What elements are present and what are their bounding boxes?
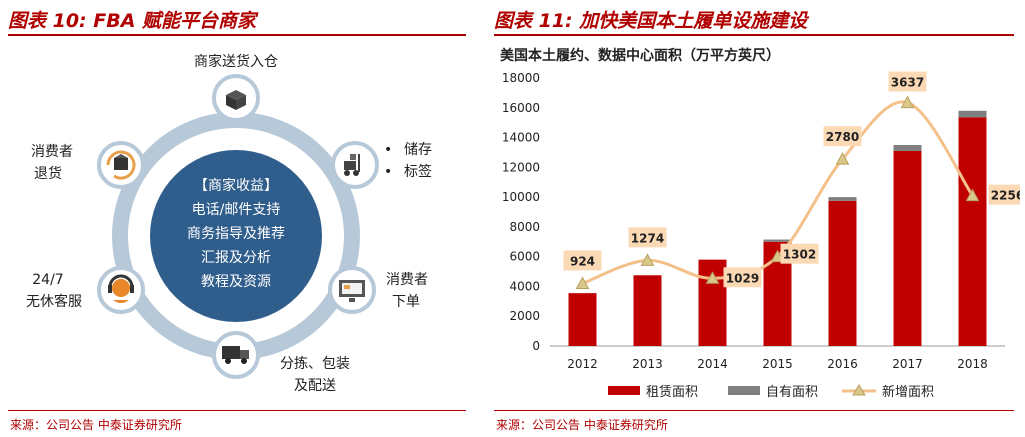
line-marker [575, 276, 590, 289]
bar-owned [828, 197, 857, 201]
label-storage-2: 标签 [404, 163, 432, 180]
node-storage [331, 141, 379, 189]
left-title-rule [8, 34, 466, 36]
data-label-bg [628, 227, 667, 248]
truck-icon [222, 346, 249, 364]
center-line-5: 教程及资源 [201, 274, 271, 290]
label-order-2: 下单 [392, 294, 420, 310]
line-marker [705, 271, 720, 284]
label-storage-1: 储存 [404, 142, 432, 158]
bar-rent [893, 150, 922, 346]
forklift-icon [344, 154, 360, 176]
chart-title: 美国本土履约、数据中心面积（万平方英尺） [500, 47, 780, 64]
y-tick-label: 18000 [502, 71, 540, 85]
bar-rent [828, 200, 857, 346]
right-source-rule [494, 410, 1014, 411]
center-line-1: 【商家收益】 [194, 177, 278, 194]
y-tick-label: 8000 [509, 220, 540, 234]
data-label: 1274 [631, 231, 664, 245]
x-tick-label: 2018 [957, 357, 988, 371]
line-marker [965, 188, 980, 202]
x-tick-label: 2014 [697, 357, 728, 371]
data-label-bg [888, 71, 927, 92]
storage-bullet-1: • [384, 142, 392, 158]
data-label: 924 [570, 254, 595, 268]
data-label-bg [823, 126, 862, 147]
label-service-1: 24/7 [32, 272, 63, 288]
center-line-3: 商务指导及推荐 [187, 226, 285, 242]
legend-label-owned: 自有面积 [766, 385, 818, 400]
node-pack [212, 331, 260, 379]
right-panel-title: 图表 11: 加快美国本土履单设施建设 [494, 10, 808, 32]
label-return-1: 消费者 [31, 144, 73, 160]
y-tick-label: 6000 [509, 250, 540, 264]
data-label: 1302 [783, 248, 816, 262]
data-label: 1029 [726, 271, 759, 285]
line-marker [640, 253, 655, 266]
x-tick-label: 2013 [632, 357, 663, 371]
bar-rent [958, 117, 987, 346]
node-stock-in [212, 74, 260, 122]
legend-label-rent: 租赁面积 [646, 385, 698, 400]
label-order-1: 消费者 [386, 272, 428, 288]
left-source-rule [8, 410, 466, 411]
y-tick-label: 16000 [502, 101, 540, 115]
storage-bullet-2: • [384, 164, 392, 180]
center-circle [150, 150, 322, 322]
line-marker [835, 152, 850, 165]
label-pack-2: 及配送 [294, 378, 336, 394]
data-label: 3637 [891, 76, 924, 90]
legend-swatch-marker [852, 384, 866, 396]
x-tick-label: 2017 [892, 357, 923, 371]
left-source: 来源：公司公告 中泰证券研究所 [10, 418, 182, 432]
legend-swatch-rent [608, 386, 640, 395]
bar-rent [633, 275, 662, 346]
y-tick-label: 12000 [502, 160, 540, 174]
data-label-bg [988, 184, 1020, 205]
area-chart: 美国本土履约、数据中心面积（万平方英尺） 0 2000 4000 6000 8000 100… [500, 47, 1020, 400]
x-tick-label: 2016 [827, 357, 858, 371]
return-box-icon [106, 150, 136, 180]
center-line-2: 电话/邮件支持 [192, 202, 281, 218]
fba-cycle-diagram: 【商家收益】 电话/邮件支持 商务指导及推荐 汇报及分析 教程及资源 商家送货入… [26, 53, 432, 394]
headset-icon [108, 274, 134, 303]
data-label-bg [563, 250, 602, 271]
label-stock-in: 商家送货入仓 [194, 53, 278, 70]
data-label-bg [723, 267, 762, 288]
legend-swatch-owned [728, 386, 760, 395]
right-title-rule [494, 34, 1014, 36]
legend-label-new: 新增面积 [882, 384, 934, 400]
center-line-4: 汇报及分析 [201, 250, 271, 266]
left-panel-title: 图表 10: FBA 赋能平台商家 [8, 10, 257, 32]
bar-owned [958, 110, 987, 118]
bar-owned [763, 239, 792, 242]
x-tick-label: 2015 [762, 357, 793, 371]
y-tick-label: 0 [532, 339, 540, 353]
y-tick-label: 10000 [502, 190, 540, 204]
node-service [97, 266, 145, 314]
box-icon [226, 90, 246, 110]
y-tick-label: 2000 [509, 309, 540, 323]
line-marker [900, 95, 915, 109]
data-label-bg [780, 243, 819, 264]
data-label: 2256 [991, 189, 1020, 203]
label-pack-1: 分拣、包装 [280, 356, 350, 372]
right-source: 来源：公司公告 中泰证券研究所 [496, 418, 668, 432]
y-tick-label: 14000 [502, 131, 540, 145]
node-return [97, 141, 145, 189]
data-label: 2780 [826, 130, 859, 144]
node-order [328, 266, 376, 314]
y-tick-label: 4000 [509, 279, 540, 293]
bar-rent [568, 293, 597, 346]
bar-owned [893, 145, 922, 151]
label-service-2: 无休客服 [26, 293, 82, 310]
monitor-icon [339, 280, 365, 302]
x-tick-label: 2012 [567, 357, 598, 371]
label-return-2: 退货 [34, 165, 62, 182]
